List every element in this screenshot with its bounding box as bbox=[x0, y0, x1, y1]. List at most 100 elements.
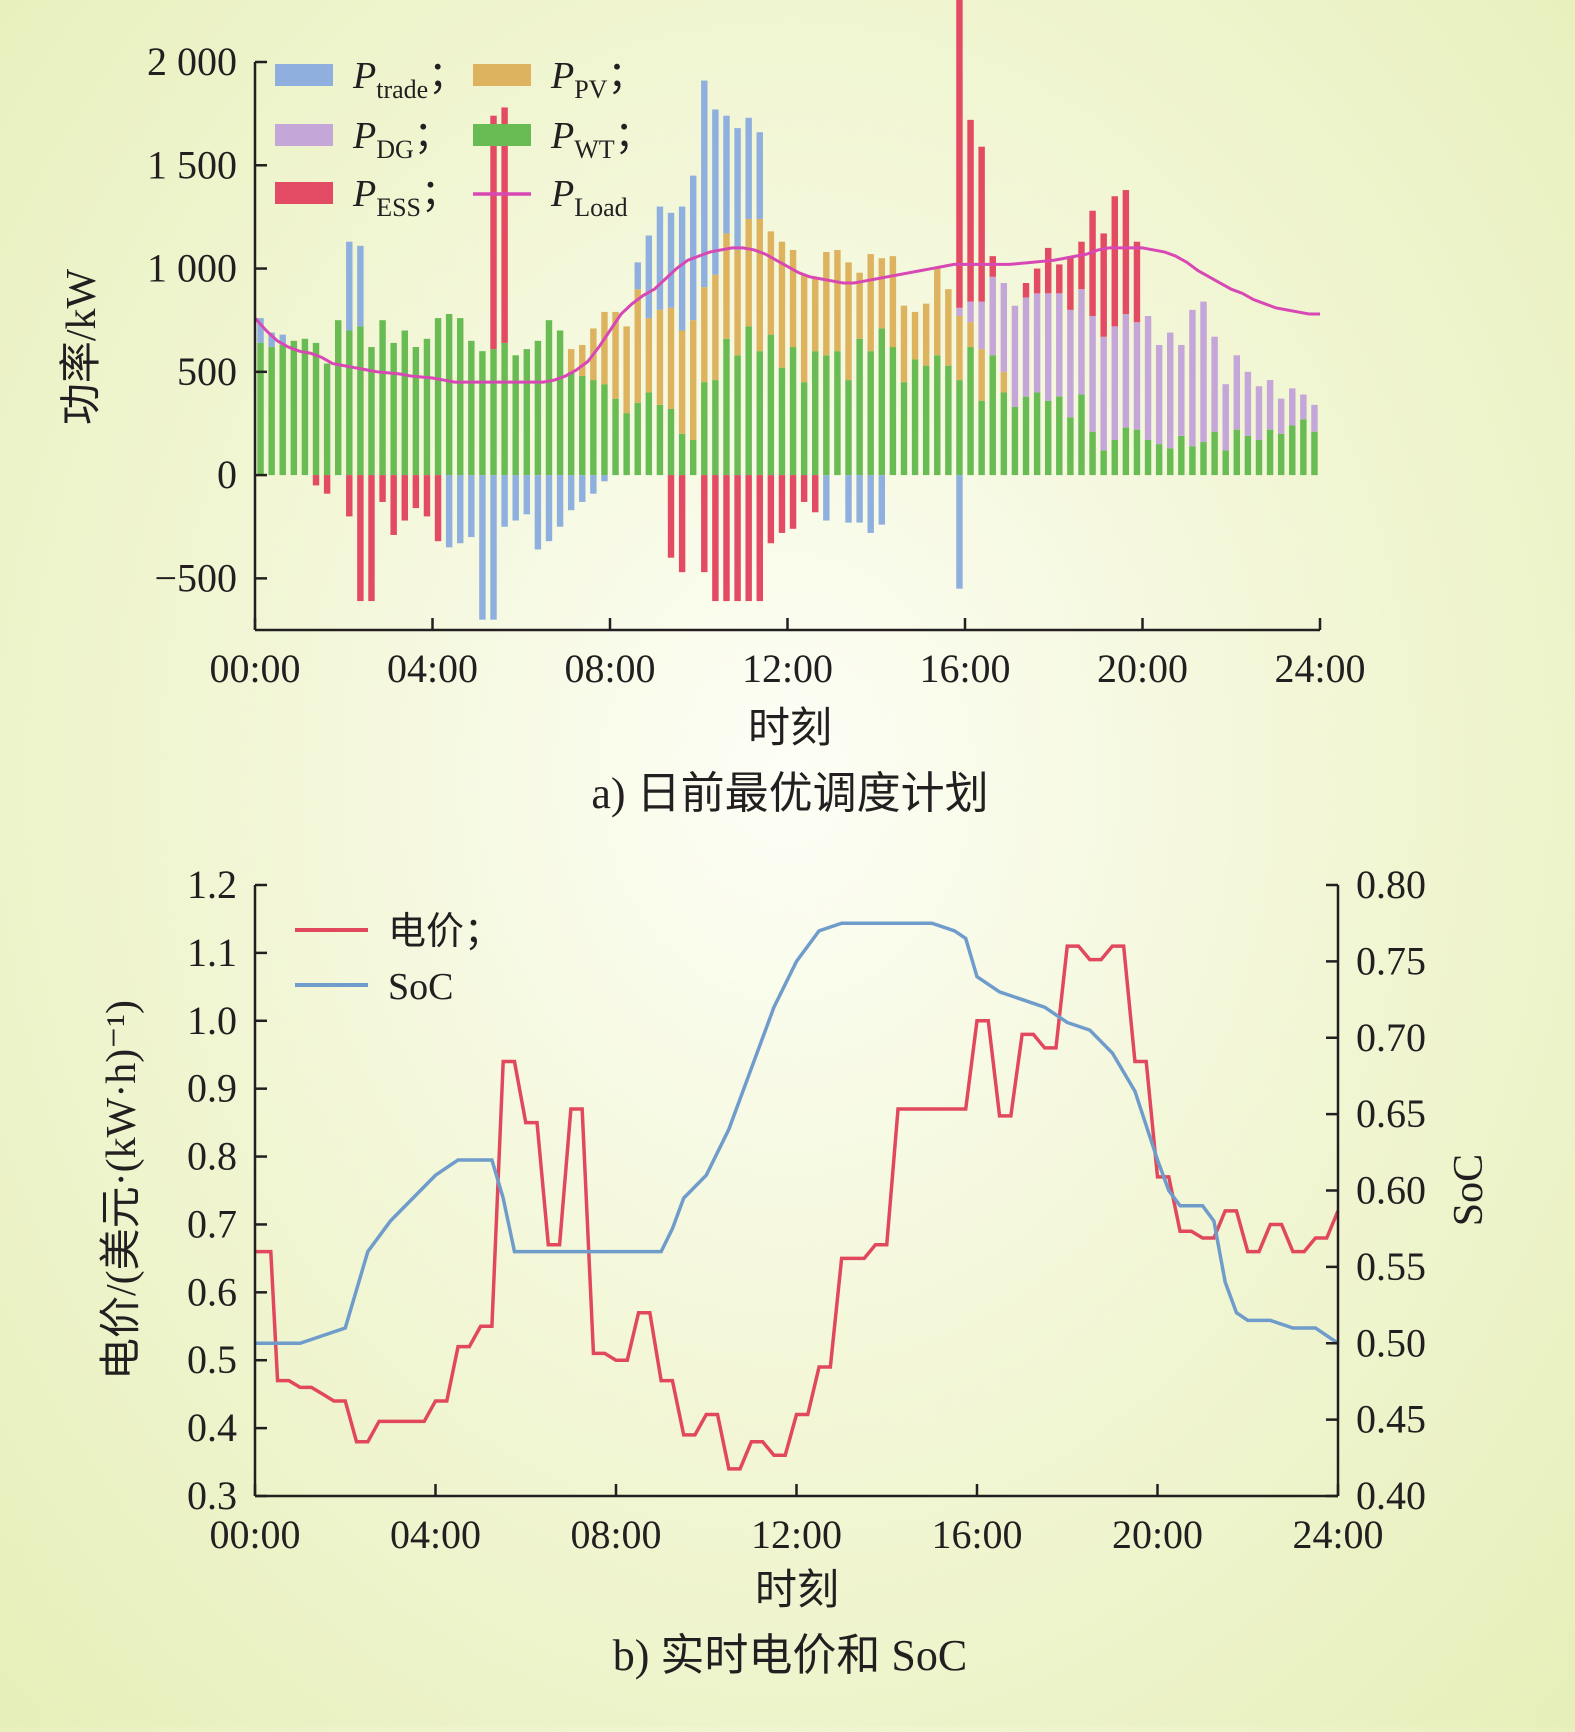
y-tick-label: −500 bbox=[154, 555, 237, 600]
right-tick-label: 0.70 bbox=[1356, 1015, 1426, 1060]
chart-a: −500 0 500 1 000 1 500 2 000 00:00 04:00 08:00 1… bbox=[58, 0, 1366, 818]
bar-wt bbox=[812, 351, 819, 476]
bar-ess-negative bbox=[390, 475, 397, 535]
bar-pv bbox=[800, 274, 808, 383]
bar-pv bbox=[745, 218, 752, 327]
bar-wt bbox=[667, 408, 675, 476]
legend-swatch-trade bbox=[275, 64, 333, 86]
chart-a-y-ticks: −500 0 500 1 000 1 500 2 000 bbox=[147, 39, 267, 600]
legend-label-trade: Ptrade； bbox=[352, 55, 466, 104]
bar-pv bbox=[601, 311, 608, 385]
bar-trade bbox=[756, 132, 763, 219]
left-tick-label: 0.8 bbox=[187, 1134, 237, 1179]
bar-trade bbox=[678, 206, 686, 331]
bar-wt bbox=[922, 365, 930, 476]
bar-wt bbox=[1022, 396, 1030, 476]
bar-pv bbox=[645, 318, 653, 393]
bar-trade bbox=[346, 241, 353, 331]
bar-pv bbox=[612, 311, 619, 399]
bar-pv bbox=[656, 309, 664, 405]
bar-pv bbox=[900, 305, 908, 383]
bar-pv bbox=[922, 303, 930, 366]
bar-dg bbox=[1067, 309, 1074, 418]
left-tick-label: 0.6 bbox=[187, 1269, 237, 1314]
bar-ess bbox=[1122, 190, 1130, 314]
chart-b-left-y-label: 电价/(美元·(kW·h)⁻¹) bbox=[99, 1000, 145, 1380]
bar-wt bbox=[778, 367, 786, 476]
bar-wt bbox=[723, 338, 730, 476]
bar-trade bbox=[734, 128, 741, 250]
bar-pv bbox=[978, 349, 985, 401]
bar-pv bbox=[712, 274, 719, 381]
bar-dg bbox=[1144, 316, 1152, 440]
chart-b-left-ticks: 0.3 0.4 0.5 0.6 0.7 0.8 0.9 1.0 1.1 1.2 bbox=[187, 862, 267, 1518]
bar-wt bbox=[800, 382, 808, 476]
bar-trade-negative bbox=[512, 475, 519, 521]
bar-pv bbox=[1000, 371, 1008, 393]
bar-dg bbox=[956, 307, 963, 317]
bar-trade-negative bbox=[534, 475, 542, 550]
bar-trade-negative bbox=[556, 475, 564, 527]
bar-wt bbox=[1100, 450, 1107, 476]
bar-wt bbox=[1067, 417, 1074, 476]
bar-dg bbox=[1311, 404, 1318, 432]
bar-wt bbox=[1155, 444, 1163, 476]
bar-wt bbox=[956, 380, 963, 476]
bar-dg bbox=[1233, 355, 1241, 430]
bar-wt bbox=[1133, 429, 1141, 476]
bar-wt bbox=[268, 347, 275, 476]
bar-wt bbox=[645, 392, 653, 476]
bar-ess bbox=[1100, 233, 1107, 337]
bar-wt bbox=[767, 334, 775, 476]
left-tick-label: 0.7 bbox=[187, 1201, 237, 1246]
legend-label-pv: PPV； bbox=[550, 55, 645, 104]
bar-wt bbox=[346, 330, 353, 476]
bar-pv bbox=[911, 311, 919, 360]
y-tick-label: 0 bbox=[217, 452, 237, 497]
bar-dg bbox=[1122, 313, 1130, 428]
bar-ess-negative bbox=[401, 475, 408, 521]
bar-pv bbox=[878, 258, 886, 329]
bar-wt bbox=[1222, 450, 1229, 476]
bar-dg bbox=[1244, 371, 1252, 436]
bar-ess-negative bbox=[745, 475, 752, 602]
bar-pv bbox=[778, 241, 786, 368]
bar-pv bbox=[834, 249, 841, 352]
bar-pv bbox=[867, 254, 874, 352]
legend-swatch-ess bbox=[275, 182, 333, 204]
bar-pv bbox=[579, 344, 586, 376]
bar-pv bbox=[723, 233, 730, 339]
right-tick-label: 0.60 bbox=[1356, 1168, 1426, 1213]
bar-dg bbox=[1200, 301, 1207, 443]
chart-a-legend: Ptrade； PPV； PDG； PWT； PESS； PLoad bbox=[275, 55, 653, 222]
left-tick-label: 0.4 bbox=[187, 1405, 237, 1450]
bar-dg bbox=[1222, 384, 1229, 451]
bar-wt bbox=[534, 340, 542, 476]
bar-trade bbox=[701, 80, 708, 288]
x-tick-label: 16:00 bbox=[931, 1512, 1022, 1557]
bar-trade-negative bbox=[479, 475, 486, 620]
bar-wt bbox=[390, 342, 397, 476]
bar-ess bbox=[501, 107, 508, 343]
price-line bbox=[255, 944, 1340, 1471]
bar-wt bbox=[457, 318, 464, 476]
bar-ess bbox=[967, 119, 974, 302]
chart-b-right-y-label: SoC bbox=[1446, 1154, 1492, 1226]
bar-dg bbox=[1277, 398, 1285, 434]
bar-trade-negative bbox=[468, 475, 475, 538]
bar-wt bbox=[1300, 419, 1307, 476]
bar-pv bbox=[956, 316, 963, 381]
bar-trade-negative bbox=[867, 475, 874, 533]
bar-wt bbox=[368, 347, 375, 476]
bar-pv bbox=[856, 272, 863, 339]
left-tick-label: 1.2 bbox=[187, 862, 237, 907]
bar-wt bbox=[1233, 429, 1241, 476]
bar-ess-negative bbox=[323, 475, 331, 494]
bar-ess-negative bbox=[379, 475, 386, 502]
bar-ess bbox=[1089, 210, 1096, 317]
x-tick-label: 24:00 bbox=[1274, 646, 1365, 691]
bar-trade-negative bbox=[856, 475, 863, 523]
bar-pv bbox=[945, 289, 952, 366]
bar-wt bbox=[889, 347, 897, 476]
